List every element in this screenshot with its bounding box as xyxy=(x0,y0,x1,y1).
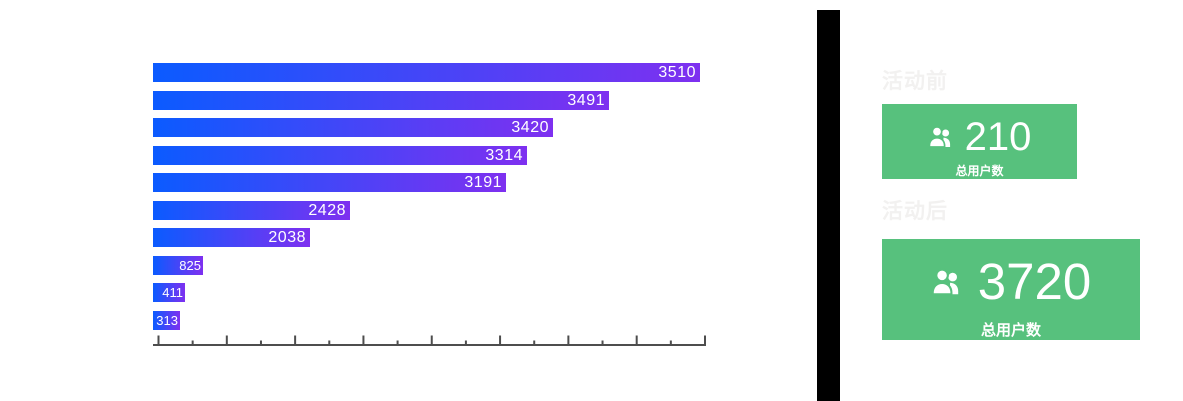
panel-title-after: 活动后 xyxy=(882,200,948,223)
bar[interactable]: 3314 xyxy=(153,145,527,165)
bar-value-label: 3314 xyxy=(485,146,523,164)
bar[interactable]: 313 xyxy=(153,310,180,330)
bar[interactable]: 2428 xyxy=(153,200,350,220)
stat-caption: 总用户数 xyxy=(980,322,1041,339)
stat-card-before: 210 总用户数 xyxy=(882,104,1077,179)
bar[interactable]: 3510 xyxy=(153,63,700,82)
panel-title-before: 活动前 xyxy=(882,70,948,93)
divider xyxy=(817,10,840,401)
bar-value-label: 313 xyxy=(156,312,178,328)
x-axis xyxy=(153,335,706,346)
bar[interactable]: 3491 xyxy=(153,90,609,110)
bar[interactable]: 3420 xyxy=(153,118,553,137)
stat-value: 210 xyxy=(964,115,1032,159)
bar[interactable]: 825 xyxy=(153,255,203,275)
bar-value-label: 3420 xyxy=(511,119,549,136)
bar-value-label: 3491 xyxy=(567,91,605,109)
bar-value-label: 825 xyxy=(179,257,201,273)
bar[interactable]: 3191 xyxy=(153,173,506,192)
bar-value-label: 411 xyxy=(162,285,183,300)
users-icon xyxy=(928,126,950,148)
bar-value-label: 2428 xyxy=(308,201,346,219)
users-icon xyxy=(931,268,958,296)
bar-value-label: 2038 xyxy=(268,229,306,246)
bar-value-label: 3510 xyxy=(658,64,696,81)
stat-card-after: 3720 总用户数 xyxy=(882,239,1140,340)
bar-value-label: 3191 xyxy=(464,174,502,191)
stat-row: 210 xyxy=(928,115,1032,159)
bar[interactable]: 2038 xyxy=(153,228,310,247)
bar-chart: 3510 3491 3420 3314 3191 2428 2038 825 411 313 xyxy=(153,63,705,330)
stat-row: 3720 xyxy=(931,253,1091,311)
stat-value: 3720 xyxy=(977,253,1092,310)
stat-caption: 总用户数 xyxy=(955,164,1004,178)
bar[interactable]: 411 xyxy=(153,283,185,302)
